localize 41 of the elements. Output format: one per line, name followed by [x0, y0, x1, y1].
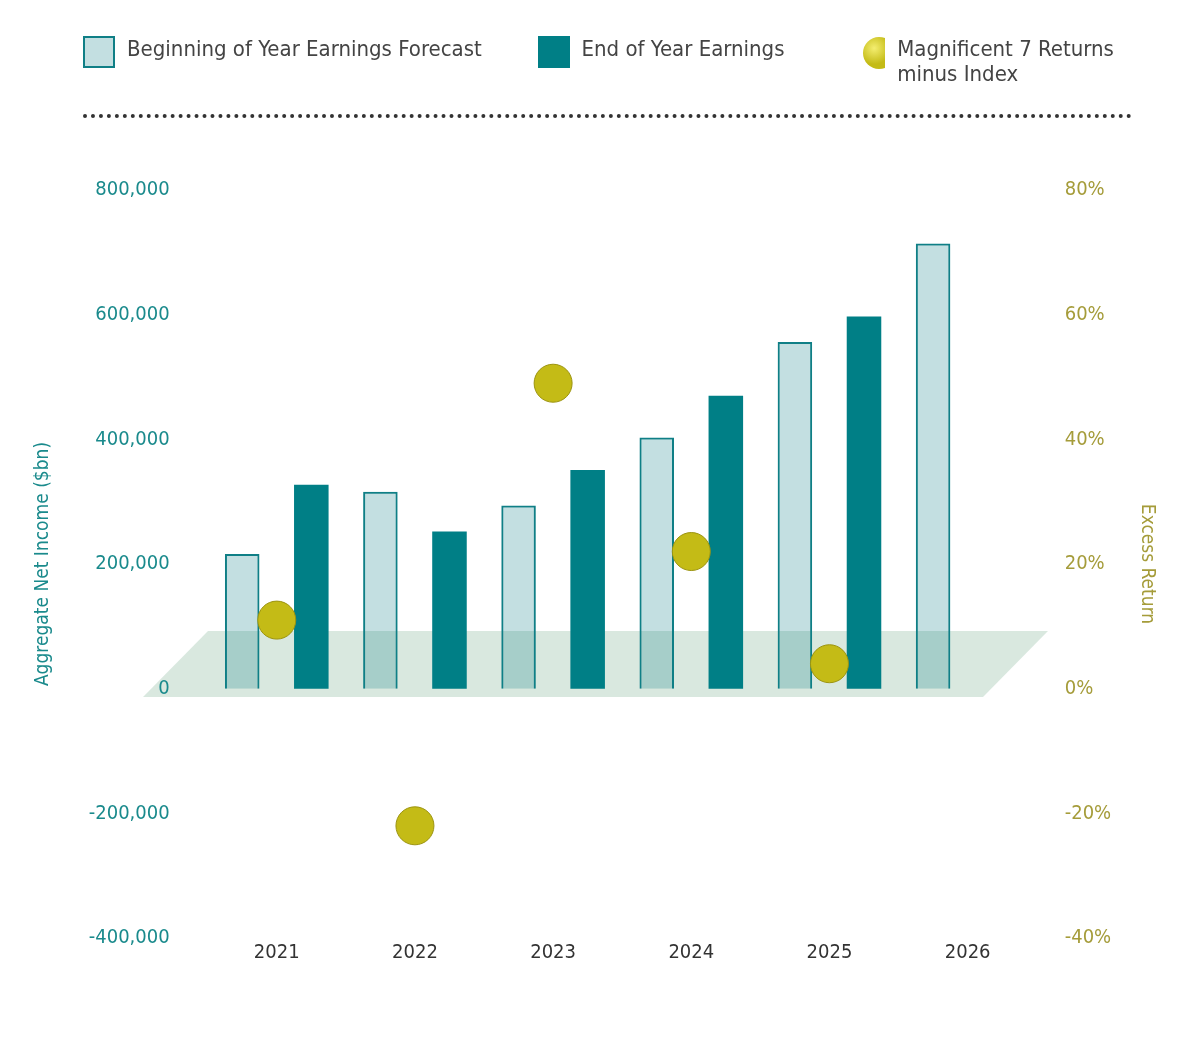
y-tick-label: 800,000 [95, 176, 170, 201]
y2-axis-title: Excess Return [1137, 503, 1160, 625]
y-tick-label: -200,000 [88, 799, 170, 824]
point [671, 532, 711, 572]
bar [570, 469, 605, 689]
bar [363, 491, 398, 689]
point [395, 806, 435, 846]
y-tick-label: -400,000 [88, 924, 170, 949]
y-tick-label: 200,000 [95, 550, 170, 575]
point [809, 644, 849, 684]
bar [294, 484, 329, 689]
x-tick-label: 2026 [944, 939, 991, 964]
bar [432, 531, 467, 689]
legend-label: End of Year Earnings [581, 36, 785, 61]
bar [708, 395, 744, 689]
bar [777, 342, 813, 689]
x-tick-label: 2022 [392, 939, 438, 964]
x-tick-label: 2021 [253, 939, 300, 964]
x-tick-label: 2023 [530, 939, 576, 964]
y2-tick-label: -40% [1064, 924, 1112, 949]
y-axis-title: Aggregate Net Income ($bn) [30, 441, 53, 687]
point [533, 363, 573, 403]
y2-tick-label: -20% [1064, 799, 1112, 824]
bar [846, 316, 882, 689]
legend-label: Beginning of Year Earnings Forecast [127, 36, 482, 61]
x-tick-label: 2025 [806, 939, 853, 964]
y2-tick-label: 20% [1064, 550, 1105, 575]
y-tick-label: 400,000 [95, 425, 170, 450]
x-tick-label: 2024 [668, 939, 715, 964]
y2-tick-label: 40% [1064, 425, 1105, 450]
y2-tick-label: 60% [1064, 300, 1105, 325]
bar [224, 554, 260, 689]
y2-tick-label: 80% [1064, 176, 1105, 201]
bar [915, 243, 951, 689]
y2-tick-label: 0% [1064, 674, 1094, 699]
bar [501, 505, 536, 689]
y-tick-label: 0 [158, 674, 170, 699]
legend-label: Magnificent 7 Returns minus Index [897, 36, 1115, 86]
y-tick-label: 600,000 [95, 300, 170, 325]
point [257, 600, 297, 640]
bar [639, 437, 675, 689]
